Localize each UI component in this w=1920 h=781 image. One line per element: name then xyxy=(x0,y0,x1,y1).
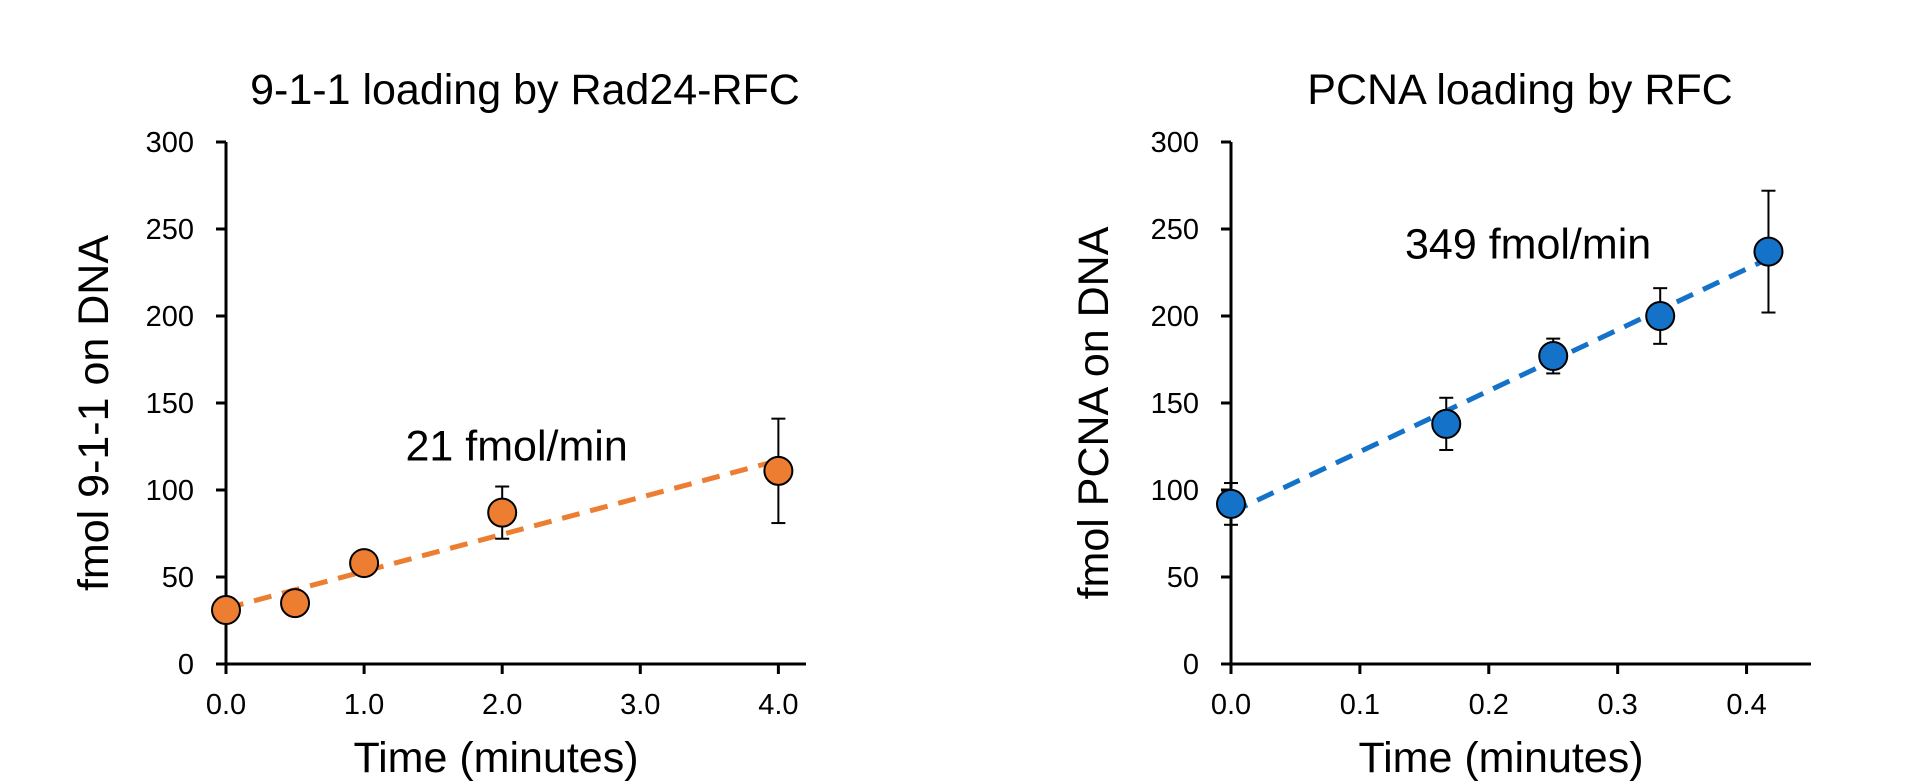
x-tick-label: 0.0 xyxy=(1211,689,1251,721)
x-tick-label: 4.0 xyxy=(758,689,798,721)
rate-annotation: 349 fmol/min xyxy=(1405,221,1651,269)
x-tick-label: 3.0 xyxy=(620,689,660,721)
y-tick-label: 300 xyxy=(1151,127,1199,159)
y-tick-label: 200 xyxy=(1151,301,1199,333)
x-tick-label: 0.2 xyxy=(1469,689,1509,721)
data-point xyxy=(280,588,311,619)
chart-left: 9-1-1 loading by Rad24-RFC 0 50 100 150 200 25… xyxy=(70,66,806,781)
y-tick-label: 50 xyxy=(162,562,194,594)
data-point xyxy=(487,497,518,528)
data-point xyxy=(763,455,794,486)
y-tick-label: 250 xyxy=(146,214,194,246)
x-tick-label: 0.4 xyxy=(1726,689,1766,721)
data-point xyxy=(349,548,380,579)
data-point xyxy=(1538,341,1569,372)
chart-right: PCNA loading by RFC 0 50 100 150 200 250 300 0.0… xyxy=(1070,66,1811,781)
data-point xyxy=(1753,236,1784,267)
y-tick-label: 300 xyxy=(146,127,194,159)
y-tick-label: 50 xyxy=(1167,562,1199,594)
data-point xyxy=(1431,408,1462,439)
y-tick-label: 150 xyxy=(1151,388,1199,420)
x-tick-label: 0.1 xyxy=(1340,689,1380,721)
y-tick-label: 0 xyxy=(178,649,194,681)
chart-title: 9-1-1 loading by Rad24-RFC xyxy=(250,66,800,114)
x-tick-label: 0.3 xyxy=(1598,689,1638,721)
data-point xyxy=(211,595,241,626)
x-axis-label: Time (minutes) xyxy=(1358,734,1643,781)
x-axis-label: Time (minutes) xyxy=(353,734,638,781)
y-tick-label: 200 xyxy=(146,301,194,333)
y-tick-label: 100 xyxy=(1151,475,1199,507)
trend-line xyxy=(1229,256,1770,515)
y-tick-label: 150 xyxy=(146,388,194,420)
trend-line xyxy=(225,458,780,611)
rate-annotation: 21 fmol/min xyxy=(406,422,628,470)
y-tick-label: 0 xyxy=(1183,649,1199,681)
x-tick-label: 2.0 xyxy=(482,689,522,721)
data-point xyxy=(1645,301,1676,331)
x-tick-label: 0.0 xyxy=(206,689,246,721)
x-tick-label: 1.0 xyxy=(344,689,384,721)
y-tick-label: 250 xyxy=(1151,214,1199,246)
data-point xyxy=(1216,488,1246,519)
y-axis-label: fmol 9-1-1 on DNA xyxy=(70,235,118,591)
chart-title: PCNA loading by RFC xyxy=(1307,66,1732,114)
y-tick-label: 100 xyxy=(146,475,194,507)
y-axis-label: fmol PCNA on DNA xyxy=(1070,226,1118,599)
